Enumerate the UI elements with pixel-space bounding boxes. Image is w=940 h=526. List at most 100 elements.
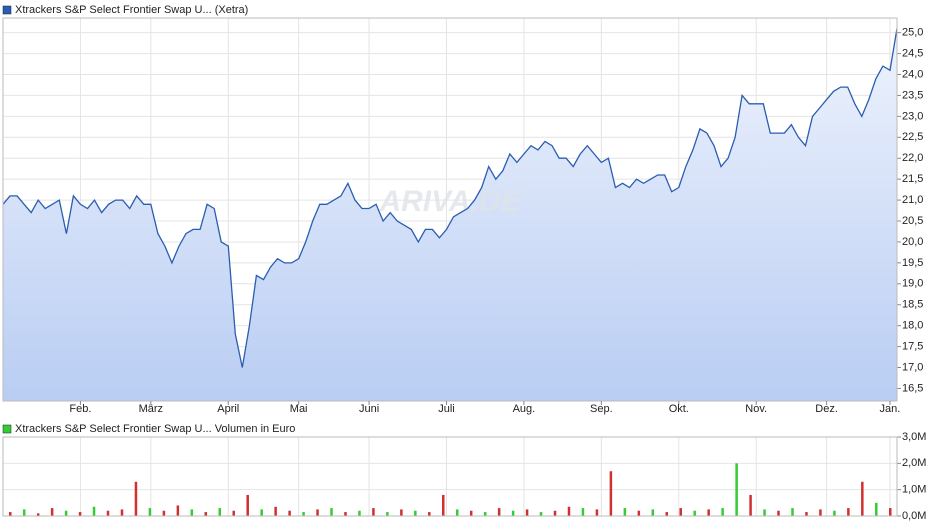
volume-bar xyxy=(861,481,864,516)
y-tick-label: 24,0 xyxy=(902,68,923,80)
volume-bar xyxy=(162,510,166,516)
volume-bar xyxy=(819,509,822,516)
y-tick-label: 22,5 xyxy=(902,131,923,143)
volume-bar xyxy=(777,510,780,516)
x-tick-label: März xyxy=(139,403,163,415)
volume-bar xyxy=(22,509,26,516)
volume-bar xyxy=(8,512,12,516)
y-tick-label: 20,5 xyxy=(902,215,923,227)
y-tick-label: 18,5 xyxy=(902,299,923,311)
y-tick-label: 1,0M xyxy=(902,484,926,496)
x-tick-label: Mai xyxy=(290,403,308,415)
y-tick-label: 24,5 xyxy=(902,47,923,59)
volume-bar xyxy=(64,510,68,516)
y-tick-label: 23,0 xyxy=(902,110,923,122)
volume-bar xyxy=(637,510,641,516)
volume-bar xyxy=(372,508,375,516)
volume-bar xyxy=(609,471,613,516)
volume-bar xyxy=(414,510,417,516)
x-tick-label: Dez. xyxy=(815,403,838,415)
volume-bar xyxy=(497,508,501,516)
y-tick-label: 3,0M xyxy=(902,431,926,443)
volume-bar xyxy=(442,494,445,516)
x-tick-label: Juni xyxy=(359,403,379,415)
volume-bar xyxy=(595,509,599,516)
y-tick-label: 18,0 xyxy=(902,320,923,332)
volume-bar xyxy=(232,510,235,516)
volume-bar xyxy=(455,509,459,516)
volume-bar xyxy=(246,494,249,516)
volume-bar xyxy=(665,512,669,516)
volume-bar xyxy=(428,512,431,516)
volume-bar xyxy=(469,510,473,516)
y-tick-label: 23,5 xyxy=(902,89,923,101)
volume-bar xyxy=(92,506,96,516)
volume-bar xyxy=(176,505,180,516)
y-tick-label: 20,0 xyxy=(902,236,923,248)
chart-title: Xtrackers S&P Select Frontier Swap U... … xyxy=(15,4,248,16)
volume-bar xyxy=(539,512,543,516)
volume-bar xyxy=(78,512,82,516)
volume-bar xyxy=(50,508,54,516)
y-tick-label: 17,0 xyxy=(902,361,923,373)
volume-bar xyxy=(400,509,403,516)
plot-frame xyxy=(2,436,898,517)
volume-bar xyxy=(386,512,389,516)
volume-bar xyxy=(36,513,40,516)
volume-bar xyxy=(847,508,850,516)
volume-bar xyxy=(344,512,347,516)
y-tick-label: 19,5 xyxy=(902,257,923,269)
y-tick-label: 19,0 xyxy=(902,278,923,290)
x-tick-label: Feb. xyxy=(69,403,91,415)
y-tick-label: 21,5 xyxy=(902,173,923,185)
y-tick-label: 22,0 xyxy=(902,152,923,164)
volume-bar xyxy=(875,502,878,516)
plot-frame xyxy=(2,17,898,402)
plots: 16,5 17,0 17,5 18,0 18,5 19,0 19,5 20,0 20,5 21,0… xyxy=(2,17,926,522)
volume-bar xyxy=(511,510,515,516)
volume-bar xyxy=(791,508,794,516)
x-tick-label: Juli xyxy=(438,403,455,415)
volume-bar xyxy=(553,510,557,516)
volume-bar xyxy=(274,506,277,516)
volume-bar xyxy=(721,508,724,516)
volume-bar xyxy=(763,509,766,516)
volume-bar xyxy=(693,510,696,516)
y-tick-label: 16,5 xyxy=(902,382,923,394)
volume-bar xyxy=(316,509,319,516)
volume-bar xyxy=(134,481,138,516)
y-tick-label: 21,0 xyxy=(902,194,923,206)
y-tick-label: 17,5 xyxy=(902,340,923,352)
price-line xyxy=(2,28,898,368)
volume-bar xyxy=(302,512,305,516)
chart-title: Xtrackers S&P Select Frontier Swap U... … xyxy=(15,423,295,435)
plot-background xyxy=(3,437,897,516)
volume-bar xyxy=(120,509,124,516)
x-tick-label: April xyxy=(217,403,239,415)
y-tick-label: 25,0 xyxy=(902,27,923,39)
volume-bar xyxy=(106,510,110,516)
x-tick-label: Aug. xyxy=(513,403,536,415)
x-tick-label: Okt. xyxy=(669,403,689,415)
volume-bar xyxy=(805,512,808,516)
volume-bar xyxy=(148,508,152,516)
legend-swatch xyxy=(2,424,12,434)
volume-bar xyxy=(483,512,487,516)
volume-bar xyxy=(707,509,710,516)
volume-bar xyxy=(525,509,529,516)
volume-bar xyxy=(358,510,361,516)
volume-bar xyxy=(260,509,263,516)
volume-bar xyxy=(288,510,291,516)
volume-bar xyxy=(623,508,627,516)
volume-bar xyxy=(735,463,738,516)
volume-bar xyxy=(749,494,752,516)
volume-bar xyxy=(330,508,333,516)
volume-bar xyxy=(651,509,655,516)
y-tick-label: 0,0M xyxy=(902,510,926,522)
x-tick-label: Jan. xyxy=(880,403,901,415)
area xyxy=(3,28,897,401)
x-tick-label: Nov. xyxy=(745,403,767,415)
x-tick-label: Sep. xyxy=(590,403,613,415)
volume-bar xyxy=(889,508,892,516)
